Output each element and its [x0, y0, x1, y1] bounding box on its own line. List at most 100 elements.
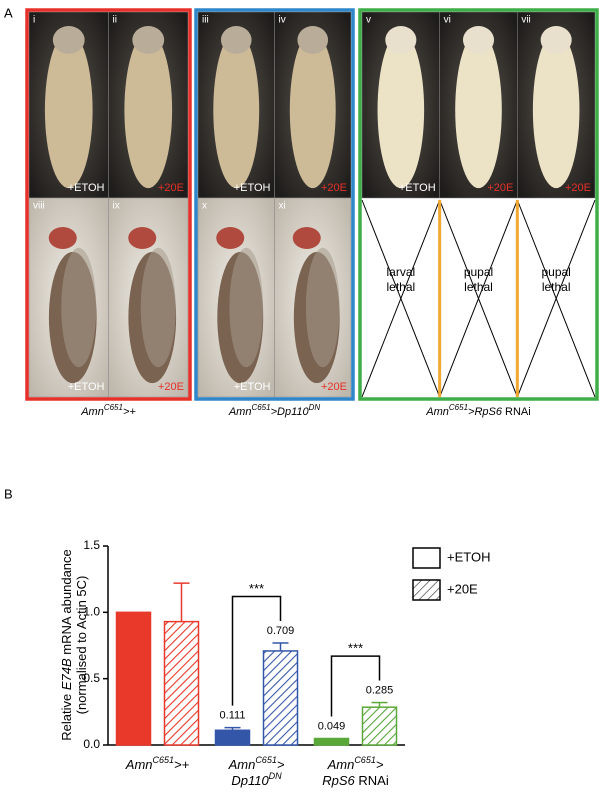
x-label-line: Dp110DN	[231, 771, 282, 788]
caption: AmnC651>RpS6 RNAi	[425, 403, 530, 418]
data-label: 0.049	[318, 720, 346, 732]
panel-numeral: iv	[279, 15, 286, 26]
fly-eye	[216, 227, 245, 249]
lethal-label: pupal	[541, 265, 570, 279]
treatment-label: +20E	[321, 381, 347, 393]
text-part: (normalised to Actin 5C)	[74, 576, 89, 715]
text-part: Amn	[125, 757, 153, 772]
fly-eye	[128, 227, 157, 249]
legend-swatch	[412, 547, 441, 569]
text-part: RpS6	[322, 773, 355, 788]
text-part: E74B	[59, 658, 74, 690]
panel-numeral: ii	[113, 15, 117, 26]
text-part: >Dp110	[271, 406, 310, 418]
cross	[516, 199, 596, 398]
data-label: 0.111	[220, 710, 246, 722]
text-part: C651	[255, 755, 277, 765]
panel-label: B	[4, 486, 13, 501]
pupa	[377, 31, 425, 189]
bar	[115, 611, 152, 746]
bar	[214, 729, 251, 746]
treatment-label: +20E	[158, 381, 184, 393]
significance-label: ***	[348, 641, 363, 656]
panel-numeral: iii	[202, 15, 209, 26]
pupa-head	[52, 26, 85, 54]
cross	[439, 199, 518, 398]
treatment-label: +ETOH	[68, 381, 105, 393]
pupa-head	[385, 26, 417, 54]
panel-numeral: i	[33, 15, 35, 26]
text-part: >+	[174, 757, 190, 772]
y-label-line: Relative E74B mRNA abundance	[59, 549, 74, 741]
pupa	[289, 31, 336, 189]
bar	[163, 620, 200, 746]
treatment-label: +20E	[565, 182, 591, 194]
bar	[313, 737, 350, 746]
x-label-line: AmnC651>+	[125, 755, 190, 772]
group-frame	[358, 8, 599, 401]
panel-numeral: viii	[33, 201, 45, 212]
pupa-head	[132, 26, 165, 54]
significance-bracket	[231, 595, 282, 706]
pupa-head	[297, 26, 329, 54]
text-part: Amn	[228, 406, 252, 418]
bar	[262, 650, 299, 746]
text-part: C651	[449, 403, 468, 412]
cross	[361, 199, 441, 398]
text-part: C651	[354, 755, 376, 765]
lethal-label: pupal	[464, 265, 493, 279]
panel-numeral: vi	[444, 15, 451, 26]
group-frame	[25, 8, 192, 401]
x-tick-label: AmnC651> Dp110DN	[228, 755, 285, 788]
pupa	[44, 31, 93, 189]
y-label-line: (normalised to Actin 5C)	[74, 576, 89, 715]
text-part: Relative	[59, 690, 74, 741]
treatment-label: +ETOH	[234, 182, 271, 194]
pupa-head	[220, 26, 252, 54]
text-part: Amn	[425, 406, 449, 418]
text-part: Dp110	[231, 773, 269, 788]
x-label-line: RpS6 RNAi	[322, 773, 389, 788]
panel-label: A	[4, 5, 13, 20]
x-tick-label: AmnC651> RpS6 RNAi	[322, 755, 389, 788]
panel-numeral: v	[366, 15, 371, 26]
x-tick-label: AmnC651>+	[125, 755, 190, 772]
y-tick-label: 0.0	[83, 737, 100, 751]
text-part: >	[277, 757, 285, 772]
panel-numeral: vii	[521, 15, 530, 26]
fly-wing	[61, 247, 97, 368]
text-part: mRNA abundance	[59, 549, 74, 658]
data-label: 0.709	[267, 625, 295, 637]
panel-numeral: xi	[279, 201, 286, 212]
pupa	[455, 31, 502, 189]
text-part: >RpS6	[468, 406, 503, 418]
fly-wing	[229, 247, 264, 368]
x-label-line: AmnC651>	[228, 755, 285, 772]
treatment-label: +ETOH	[68, 182, 105, 194]
y-tick-label: 0.5	[83, 671, 100, 685]
text-part: >+	[123, 406, 136, 418]
lethal-label: larval	[386, 265, 415, 279]
bar	[361, 706, 398, 746]
legend-label: +20E	[447, 581, 478, 596]
treatment-label: +20E	[487, 182, 513, 194]
x-label-line: AmnC651>	[327, 755, 384, 772]
text-part: DN	[269, 771, 282, 781]
text-part: C651	[153, 755, 175, 765]
pupa-head	[462, 26, 495, 54]
lethal-label: lethal	[386, 280, 415, 294]
fly-eye	[48, 227, 77, 249]
caption: AmnC651>+	[80, 403, 136, 418]
fly-eye	[292, 227, 321, 249]
caption: AmnC651>Dp110DN	[228, 403, 321, 418]
text-part: Amn	[80, 406, 104, 418]
fly-wing	[140, 247, 176, 368]
treatment-label: +20E	[321, 182, 347, 194]
treatment-label: +20E	[158, 182, 184, 194]
pupa	[124, 31, 173, 189]
lethal-label: lethal	[464, 280, 493, 294]
y-axis-label: Relative E74B mRNA abundance(normalised …	[59, 549, 89, 741]
treatment-label: +ETOH	[399, 182, 436, 194]
text-part: C651	[104, 403, 123, 412]
